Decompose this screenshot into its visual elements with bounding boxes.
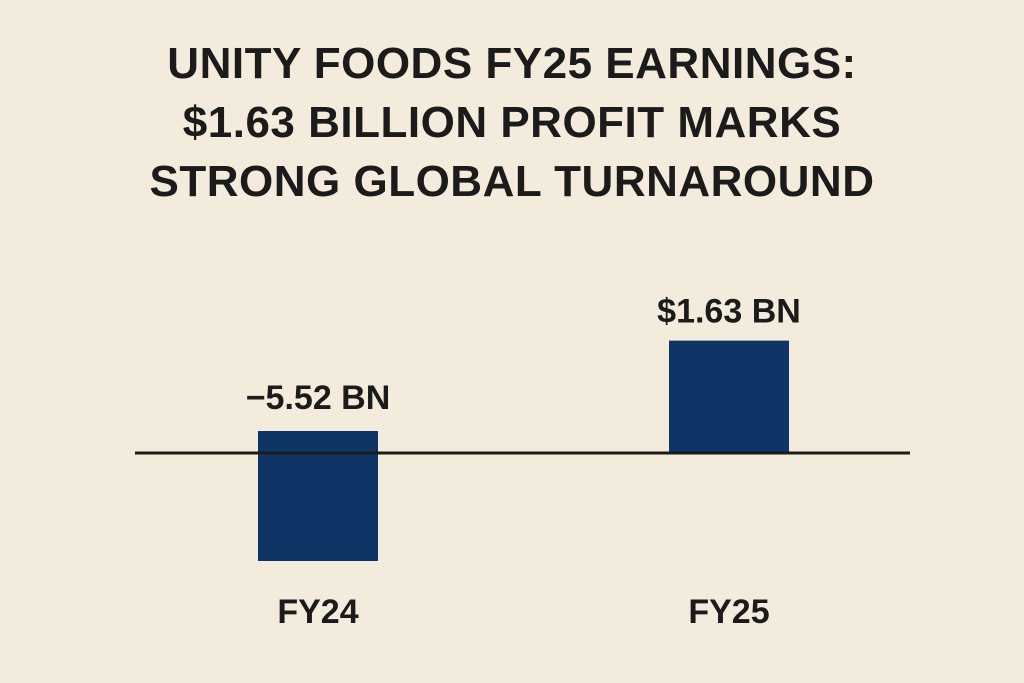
category-label-fy25: FY25 <box>688 593 769 631</box>
value-label-fy24: −5.52 BN <box>246 379 391 417</box>
bar-fy24 <box>258 431 378 561</box>
chart-title: UNITY FOODS FY25 EARNINGS: $1.63 BILLION… <box>0 34 1024 211</box>
title-line-3: STRONG GLOBAL TURNAROUND <box>149 157 875 206</box>
title-line-2: $1.63 BILLION PROFIT MARKS <box>182 98 842 147</box>
value-label-fy25: $1.63 BN <box>657 293 801 331</box>
bar-fy25 <box>669 340 789 453</box>
category-label-fy24: FY24 <box>277 593 358 631</box>
title-line-1: UNITY FOODS FY25 EARNINGS: <box>167 39 857 88</box>
